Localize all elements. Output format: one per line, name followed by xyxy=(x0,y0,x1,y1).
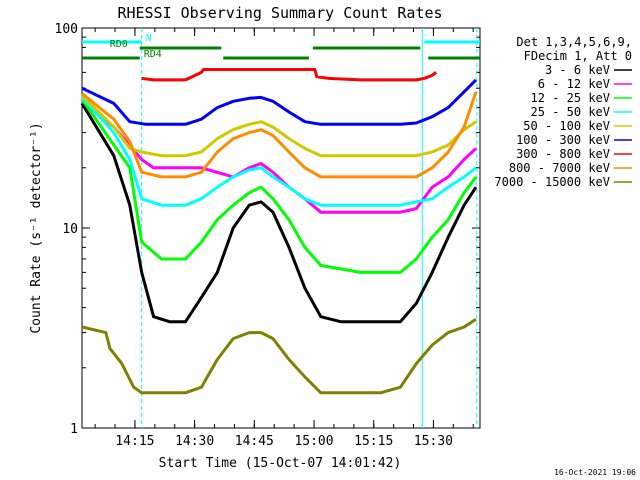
x-tick-label: 15:00 xyxy=(294,434,333,449)
series-line xyxy=(80,102,478,324)
legend-entry: 300 - 800 keV xyxy=(516,147,610,161)
mode-bar-label: RD0 xyxy=(110,39,128,50)
series-line xyxy=(80,94,477,158)
legend-entry: 800 - 7000 keV xyxy=(509,161,610,175)
x-tick-label: 14:45 xyxy=(235,434,274,449)
x-tick-label: 15:15 xyxy=(354,434,393,449)
x-tick-label: 15:30 xyxy=(414,434,453,449)
y-tick-label: 100 xyxy=(55,22,78,37)
legend-header: Det 1,3,4,5,6,9, xyxy=(516,35,632,49)
legend-entry: 25 - 50 keV xyxy=(531,105,610,119)
legend-entry: 7000 - 15000 keV xyxy=(494,175,610,189)
footer-date: 16-Oct-2021 19:06 xyxy=(554,468,636,477)
y-tick-label: 10 xyxy=(62,222,78,237)
series-line xyxy=(81,100,478,214)
y-axis-label: Count Rate (s⁻¹ detector⁻¹) xyxy=(29,122,44,333)
legend-entry: 3 - 6 keV xyxy=(545,63,610,77)
mode-bar-label: N xyxy=(146,33,152,44)
chart-title: RHESSI Observing Summary Count Rates xyxy=(117,4,442,22)
legend-entry: 50 - 100 keV xyxy=(523,119,610,133)
y-tick-label: 1 xyxy=(70,422,78,437)
legend-entry: 6 - 12 keV xyxy=(538,77,610,91)
x-tick-label: 14:30 xyxy=(175,434,214,449)
legend-entry: 12 - 25 keV xyxy=(531,91,610,105)
legend: Det 1,3,4,5,6,9,FDecim 1, Att 03 - 6 keV… xyxy=(494,35,632,189)
series-line xyxy=(141,68,438,82)
x-tick-label: 14:15 xyxy=(115,434,154,449)
series-line xyxy=(80,98,478,274)
plot-area: 1 10 100 14:15 14:30 14:45 15:00 15:15 15:30 N RD0… xyxy=(55,22,481,449)
x-axis-label: Start Time (15-Oct-07 14:01:42) xyxy=(159,456,402,471)
legend-header: FDecim 1, Att 0 xyxy=(524,49,632,63)
series-line xyxy=(81,78,478,126)
mode-bar-label: RD4 xyxy=(144,49,162,60)
series-line xyxy=(80,96,477,207)
series-line xyxy=(81,317,477,395)
legend-entry: 100 - 300 keV xyxy=(516,133,610,147)
series-line xyxy=(81,91,478,179)
